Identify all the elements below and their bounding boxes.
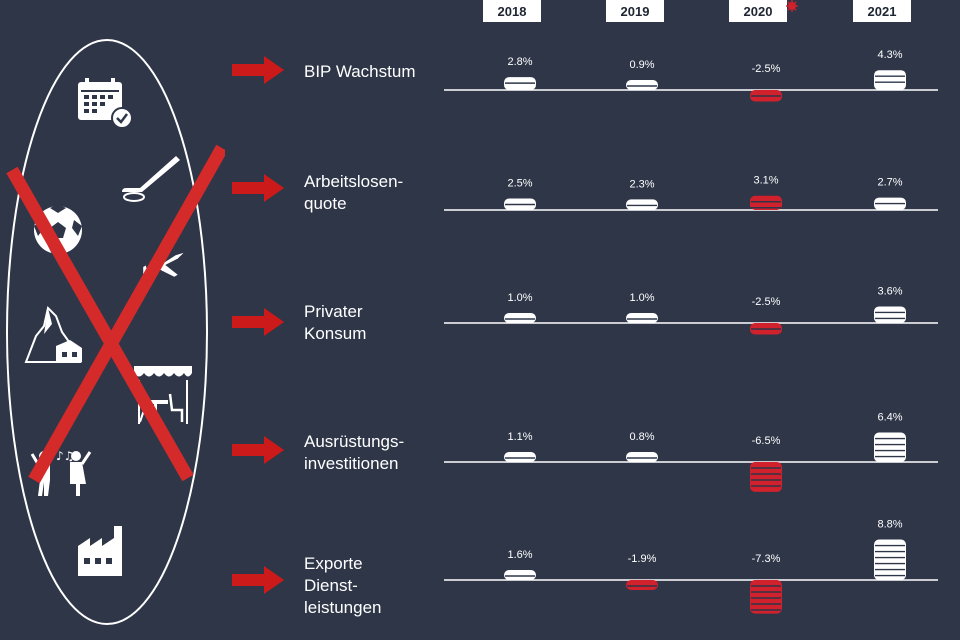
data-label: -1.9% [628, 553, 657, 565]
arrow-right-icon [232, 308, 284, 336]
data-label: 2.3% [629, 178, 654, 190]
data-label: -7.3% [752, 553, 781, 565]
coin-stack-bar [626, 313, 658, 323]
data-label: 2.7% [877, 177, 902, 189]
arrow-right-icon [232, 436, 284, 464]
year-header-2019: 2019 [606, 0, 664, 22]
data-label: 4.3% [877, 49, 902, 61]
coin-stack-bar [504, 452, 536, 462]
year-header-2018: 2018 [483, 0, 541, 22]
data-label: -2.5% [752, 63, 781, 75]
coronavirus-icon [786, 0, 798, 12]
row-label-arbeitslosenquote: Arbeitslosen- quote [304, 172, 404, 213]
data-label: 1.6% [507, 549, 532, 561]
data-label: 6.4% [877, 412, 902, 424]
matterhorn-mountain-icon [24, 306, 82, 363]
coin-stack-bar [874, 306, 906, 323]
coin-stack-bar [504, 570, 536, 580]
data-label: 3.1% [753, 175, 778, 187]
calendar-check-icon [78, 78, 133, 129]
year-header-2020: 2020 [729, 0, 787, 22]
coin-stack-bar [626, 452, 658, 462]
coin-stack-bar [504, 313, 536, 323]
coin-stack-bar [626, 199, 658, 210]
data-label: 8.8% [877, 519, 902, 531]
coin-stack-bar [874, 432, 906, 462]
coin-stack-bar [626, 580, 658, 590]
hockey-stick-icon [122, 156, 180, 202]
coin-stack-bar [750, 90, 782, 102]
cancel-cross-icon [6, 144, 225, 484]
cancelled-activities-panel: ♪♫ [6, 39, 225, 625]
factory-icon [78, 526, 122, 576]
row-label-privater-konsum: Privater Konsum [304, 302, 367, 343]
coin-stack-bar [874, 70, 906, 90]
coin-stack-bar [874, 197, 906, 210]
data-label: -6.5% [752, 435, 781, 447]
coin-stack-bar [504, 198, 536, 210]
data-label: 1.0% [629, 292, 654, 304]
data-label: 0.9% [629, 59, 654, 71]
data-label: -2.5% [752, 296, 781, 308]
year-header-2021: 2021 [853, 0, 911, 22]
arrow-right-icon [232, 174, 284, 202]
coin-stack-bar [750, 580, 782, 614]
data-label: 0.8% [629, 431, 654, 443]
row-label-exporte-dienstleistungen: Exporte Dienst- leistungen [304, 554, 382, 617]
row-label-bip: BIP Wachstum [304, 62, 416, 81]
row-label-ausruestungsinvestitionen: Ausrüstungs- investitionen [304, 432, 405, 473]
data-label: 3.6% [877, 285, 902, 297]
data-label: 1.1% [507, 431, 532, 443]
coin-stack-bar [504, 77, 536, 90]
coin-stack-bar [750, 462, 782, 492]
svg-text:♪♫: ♪♫ [56, 449, 74, 463]
data-label: 1.0% [507, 292, 532, 304]
coin-stack-bar [750, 195, 782, 210]
coin-stack-bar [750, 323, 782, 335]
arrow-right-icon [232, 56, 284, 84]
coin-stack-bar [626, 80, 658, 90]
data-label: 2.5% [507, 178, 532, 190]
data-label: 2.8% [507, 56, 532, 68]
arrow-right-icon [232, 566, 284, 594]
coin-stack-bar [874, 539, 906, 580]
